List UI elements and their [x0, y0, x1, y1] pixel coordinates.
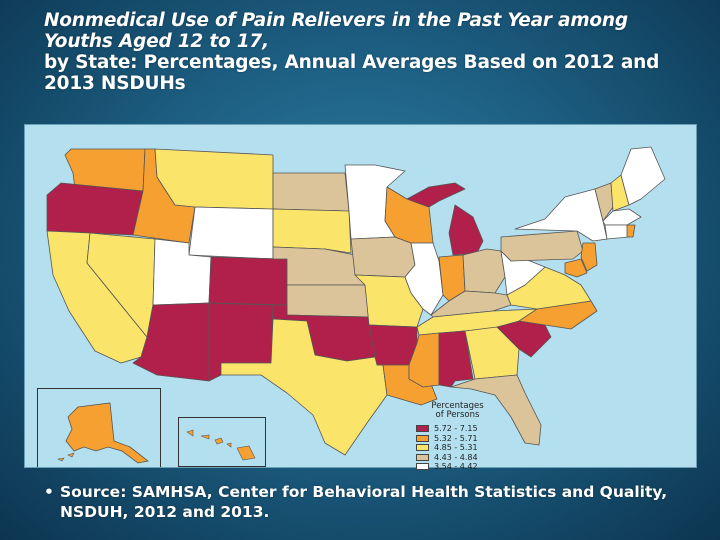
title-line-1: Nonmedical Use of Pain Relievers in the … — [44, 10, 628, 31]
state-pennsylvania — [500, 230, 584, 262]
state-montana — [154, 148, 274, 210]
state-rhode-island — [626, 224, 636, 238]
hawaii-inset — [178, 417, 266, 467]
state-delaware-md — [564, 258, 588, 278]
legend-swatch — [416, 453, 429, 461]
legend-swatch — [416, 444, 429, 452]
us-choropleth-map — [24, 124, 697, 468]
state-south-dakota — [272, 208, 352, 254]
legend-item: 4.43 - 4.84 — [416, 453, 505, 463]
legend-swatch — [416, 463, 429, 471]
state-michigan — [448, 204, 484, 256]
hawaii-map — [186, 429, 256, 461]
legend-range: 5.72 - 7.15 — [434, 424, 478, 434]
alaska-map — [57, 402, 149, 464]
state-colorado — [208, 256, 288, 306]
state-texas — [220, 318, 388, 456]
title-line-3: by State: Percentages, Annual Averages B… — [44, 52, 660, 73]
state-ohio — [462, 248, 506, 294]
state-new-jersey — [580, 242, 598, 272]
legend-range: 4.85 - 5.31 — [434, 443, 478, 453]
legend-item: 5.32 - 5.71 — [416, 434, 505, 444]
state-oregon — [46, 182, 144, 236]
state-maine — [620, 146, 666, 206]
state-wyoming — [188, 206, 274, 260]
slide-title: Nonmedical Use of Pain Relievers in the … — [44, 10, 684, 94]
legend-swatch — [416, 434, 429, 442]
legend-range: 5.32 - 5.71 — [434, 433, 478, 443]
state-michigan-up — [406, 182, 466, 208]
title-line-2: Youths Aged 12 to 17, — [44, 31, 269, 52]
legend-range: 3.54 - 4.42 — [434, 462, 478, 472]
state-arkansas — [368, 324, 418, 366]
state-north-dakota — [272, 172, 350, 212]
source-line-2: NSDUH, 2012 and 2013. — [60, 503, 270, 521]
map-legend: Percentages of Persons 5.72 - 7.15 5.32 … — [410, 402, 505, 486]
alaska-aleutians — [57, 452, 75, 462]
legend-item: 5.72 - 7.15 — [416, 424, 505, 434]
state-alaska — [65, 402, 149, 464]
title-line-4: 2013 NSDUHs — [44, 73, 186, 94]
state-hawaii — [186, 429, 256, 461]
state-florida — [450, 374, 542, 446]
state-connecticut-ri — [604, 224, 630, 240]
bullet-icon: • — [44, 483, 54, 501]
legend-title-line-2: of Persons — [435, 410, 480, 420]
state-georgia — [464, 326, 520, 380]
state-iowa — [350, 236, 416, 278]
map-svg — [46, 146, 666, 456]
alaska-inset — [37, 388, 161, 467]
legend-item: 3.54 - 4.42 — [416, 462, 505, 472]
source-line-1: Source: SAMHSA, Center for Behavioral He… — [60, 483, 668, 501]
legend-range: 4.43 - 4.84 — [434, 452, 478, 462]
legend-item: 4.85 - 5.31 — [416, 443, 505, 453]
state-illinois — [404, 242, 444, 316]
legend-swatch — [416, 425, 429, 433]
source-note: • Source: SAMHSA, Center for Behavioral H… — [44, 482, 694, 522]
state-kansas — [286, 284, 370, 318]
legend-title-line-1: Percentages — [431, 401, 484, 411]
